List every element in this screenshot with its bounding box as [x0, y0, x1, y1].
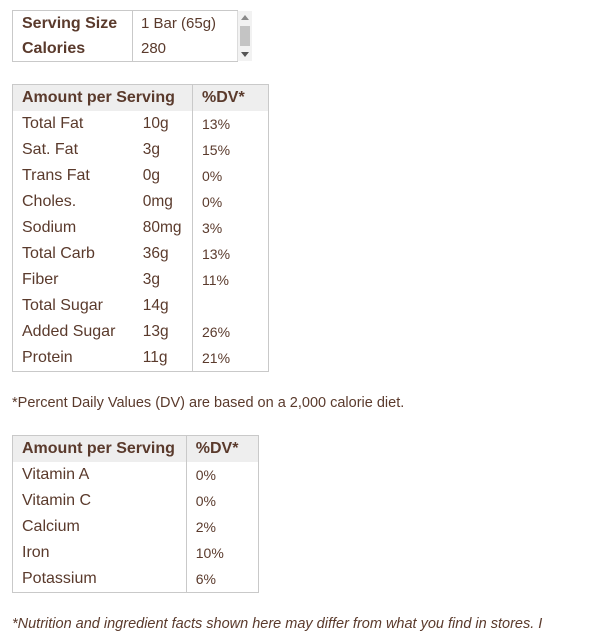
amount-per-serving-header: Amount per Serving	[12, 84, 193, 111]
nutrients-header-row: Amount per Serving %DV*	[12, 84, 269, 111]
scroll-down-arrow-icon[interactable]	[241, 52, 249, 57]
vitamin-name: Potassium	[22, 570, 97, 587]
nutrient-name: Added Sugar	[22, 323, 116, 340]
calories-label: Calories	[12, 36, 133, 62]
nutrient-amount: 13g	[142, 323, 169, 340]
serving-size-label: Serving Size	[12, 10, 133, 36]
nutrient-name: Sat. Fat	[22, 141, 79, 158]
calories-row: Calories 280	[12, 36, 238, 62]
nutrient-row: Total Carb 36g 13%	[13, 241, 269, 267]
nutrient-dv: 3%	[192, 215, 269, 241]
nutrient-amount: 36g	[142, 245, 169, 262]
serving-size-value: 1 Bar (65g)	[141, 15, 217, 32]
nutrient-name: Total Carb	[22, 245, 95, 262]
nutrient-amount: 0mg	[142, 193, 173, 210]
nutrient-dv	[192, 293, 269, 319]
nutrient-amount: 3g	[142, 271, 161, 288]
vitamin-dv: 6%	[185, 566, 259, 593]
nutrient-row: Choles. 0mg 0%	[13, 189, 269, 215]
vitamin-row: Iron 10%	[13, 540, 259, 566]
nutrient-row: Fiber 3g 11%	[13, 267, 269, 293]
nutrient-name: Total Fat	[22, 115, 84, 132]
vitamin-dv: 2%	[185, 514, 259, 540]
scroll-up-arrow-icon[interactable]	[241, 15, 249, 20]
nutrient-name: Sodium	[22, 219, 77, 236]
vitamin-dv: 10%	[185, 540, 259, 566]
scroll-thumb[interactable]	[240, 26, 250, 46]
vitamin-row: Potassium 6%	[13, 566, 259, 593]
vitamins-table: Amount per Serving %DV* Vitamin A 0% Vitam…	[12, 435, 259, 593]
vitamin-row: Vitamin A 0%	[13, 462, 259, 488]
vitamin-row: Calcium 2%	[13, 514, 259, 540]
nutrient-dv: 13%	[192, 241, 269, 267]
nutrient-row: Protein 11g 21%	[13, 345, 269, 372]
vitamins-header-row: Amount per Serving %DV*	[12, 435, 259, 462]
serving-scrollbar[interactable]	[237, 11, 252, 61]
nutrition-footnote: *Nutrition and ingredient facts shown he…	[12, 616, 543, 632]
nutrient-dv: 26%	[192, 319, 269, 345]
nutrient-dv: 0%	[192, 189, 269, 215]
vitamins-dv-header: %DV*	[185, 435, 259, 462]
dv-disclaimer: *Percent Daily Values (DV) are based on …	[12, 395, 405, 411]
nutrient-name: Choles.	[22, 193, 77, 210]
nutrient-amount: 14g	[142, 297, 169, 314]
nutrient-name: Trans Fat	[22, 167, 90, 184]
nutrient-amount: 11g	[142, 349, 168, 366]
nutrient-amount: 10g	[142, 115, 169, 132]
nutrient-name: Fiber	[22, 271, 59, 288]
vitamin-name: Iron	[22, 544, 50, 561]
nutrient-name: Protein	[22, 349, 73, 366]
nutrient-row: Total Sugar 14g	[13, 293, 269, 319]
vitamin-name: Vitamin A	[22, 466, 90, 483]
serving-info-table: Serving Size 1 Bar (65g) Calories 280	[12, 10, 238, 62]
nutrient-dv: 0%	[192, 163, 269, 189]
nutrient-name: Total Sugar	[22, 297, 103, 314]
vitamins-amount-header: Amount per Serving	[12, 435, 187, 462]
vitamin-name: Calcium	[22, 518, 80, 535]
serving-size-row: Serving Size 1 Bar (65g)	[12, 10, 238, 36]
vitamin-dv: 0%	[185, 488, 259, 514]
nutrient-dv: 21%	[192, 345, 269, 372]
vitamin-name: Vitamin C	[22, 492, 92, 509]
nutrients-table: Amount per Serving %DV* Total Fat 10g 13% S…	[12, 84, 269, 372]
nutrient-dv: 11%	[192, 267, 269, 293]
nutrient-row: Total Fat 10g 13%	[13, 111, 269, 137]
nutrient-amount: 3g	[142, 141, 161, 158]
nutrient-row: Sat. Fat 3g 15%	[13, 137, 269, 163]
dv-header: %DV*	[192, 84, 269, 111]
nutrient-row: Added Sugar 13g 26%	[13, 319, 269, 345]
nutrient-amount: 80mg	[142, 219, 182, 236]
vitamin-row: Vitamin C 0%	[13, 488, 259, 514]
nutrient-dv: 13%	[192, 111, 269, 137]
vitamin-dv: 0%	[185, 462, 259, 488]
nutrient-dv: 15%	[192, 137, 269, 163]
nutrient-row: Trans Fat 0g 0%	[13, 163, 269, 189]
calories-value: 280	[141, 40, 167, 57]
nutrient-amount: 0g	[142, 167, 161, 184]
nutrient-row: Sodium 80mg 3%	[13, 215, 269, 241]
